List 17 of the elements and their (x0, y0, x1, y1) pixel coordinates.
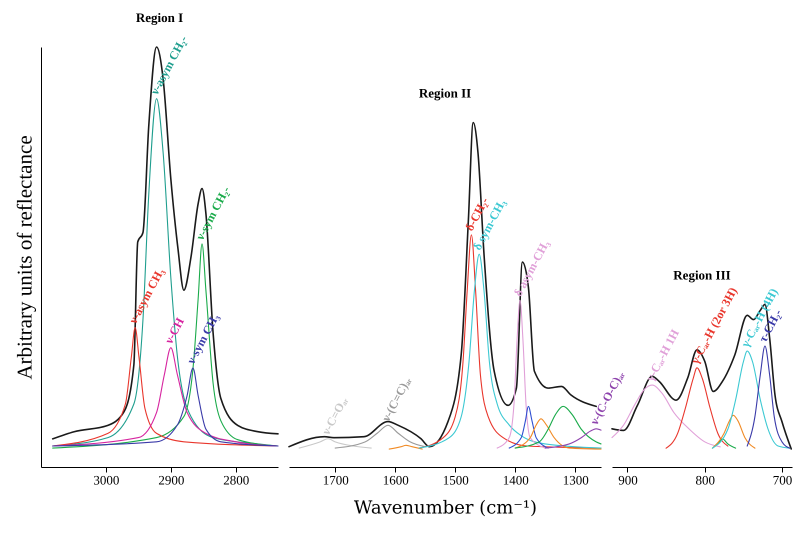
chart-title: Region I (136, 10, 184, 25)
x-tick-label: 1500 (442, 472, 469, 488)
y-axis-title: Arbitrary units of reflectance (12, 135, 36, 380)
text: ν-sym CH₂- (192, 184, 233, 244)
x-tick-label: 1700 (322, 472, 349, 488)
x-tick-label: 700 (772, 472, 792, 488)
x-tick-label: 3000 (93, 472, 120, 488)
x-tick-label: 1600 (382, 472, 409, 488)
x-tick-label: 2800 (223, 472, 250, 488)
chart-title: Region II (418, 86, 472, 101)
x-tick-label: 800 (695, 472, 715, 488)
x-axis-title: Wavenumber (cm⁻¹) (354, 498, 538, 518)
x-tick-label: 900 (618, 472, 638, 488)
x-tick-label: 2900 (158, 472, 184, 488)
x-tick-label: 1400 (502, 472, 529, 488)
x-tick-label: 1300 (562, 472, 589, 488)
chart-title: Region III (673, 267, 731, 282)
